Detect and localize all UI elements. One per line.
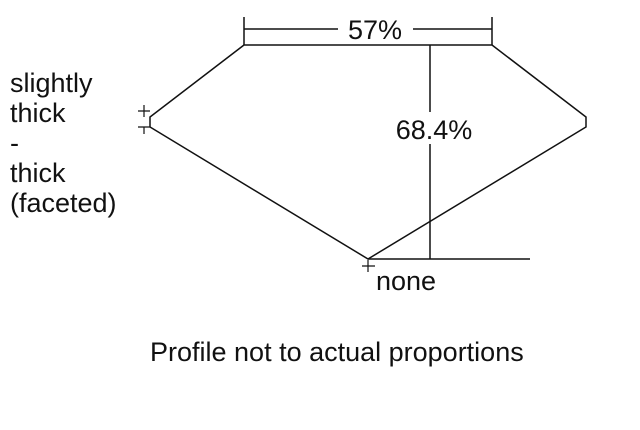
girdle-label-line: slightly bbox=[10, 68, 93, 98]
girdle-label-line: - bbox=[10, 128, 19, 158]
gem-outline bbox=[149, 44, 587, 260]
girdle-label-line: (faceted) bbox=[10, 188, 117, 218]
girdle-label: slightly thick - thick (faceted) bbox=[10, 68, 117, 218]
culet-marker bbox=[362, 260, 375, 272]
girdle-label-line: thick bbox=[10, 158, 66, 188]
table-percent-label: 57% bbox=[348, 15, 402, 45]
culet-label: none bbox=[376, 266, 436, 296]
girdle-marker bbox=[138, 105, 150, 134]
depth-percent-label: 68.4% bbox=[396, 115, 473, 145]
caption: Profile not to actual proportions bbox=[150, 337, 524, 367]
girdle-label-line: thick bbox=[10, 98, 66, 128]
